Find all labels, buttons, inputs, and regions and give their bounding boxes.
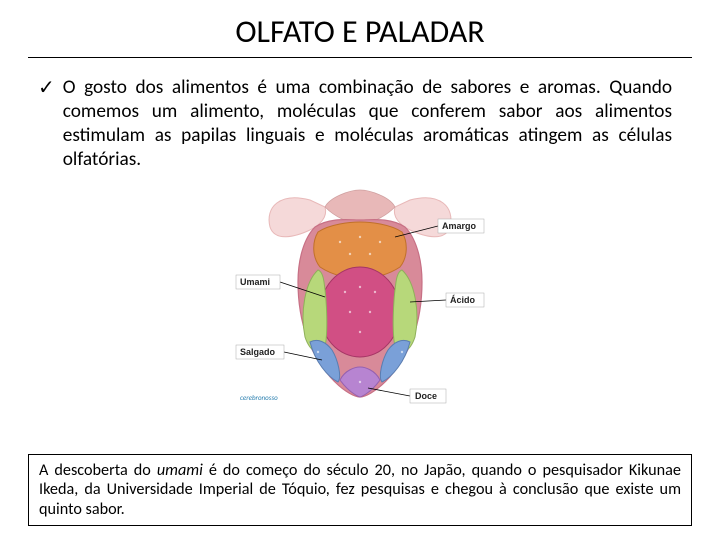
title-underline [28, 57, 692, 58]
brand-text: cerebronosso [240, 393, 278, 402]
line-doce [368, 388, 410, 396]
page-title: OLFATO E PALADAR [0, 0, 720, 57]
bullet-block: ✓ O gosto dos alimentos é uma combinação… [0, 76, 720, 172]
footer-italic: umami [157, 461, 203, 480]
tongue-diagram: Amargo Ácido Umami Salgado Doce cerebron… [210, 182, 510, 407]
palate-center [325, 190, 395, 224]
check-icon: ✓ [38, 76, 55, 172]
bullet-text: O gosto dos alimentos é uma combinação d… [63, 76, 672, 172]
label-amargo: Amargo [442, 221, 477, 231]
footer-box: A descoberta do umami é do começo do séc… [28, 454, 692, 526]
label-acido: Ácido [450, 295, 476, 305]
label-salgado: Salgado [240, 347, 276, 357]
region-umami [320, 267, 400, 357]
label-doce: Doce [415, 391, 437, 401]
footer-prefix: A descoberta do [39, 461, 157, 480]
tongue-diagram-container: Amargo Ácido Umami Salgado Doce cerebron… [0, 182, 720, 412]
label-umami: Umami [240, 277, 270, 287]
